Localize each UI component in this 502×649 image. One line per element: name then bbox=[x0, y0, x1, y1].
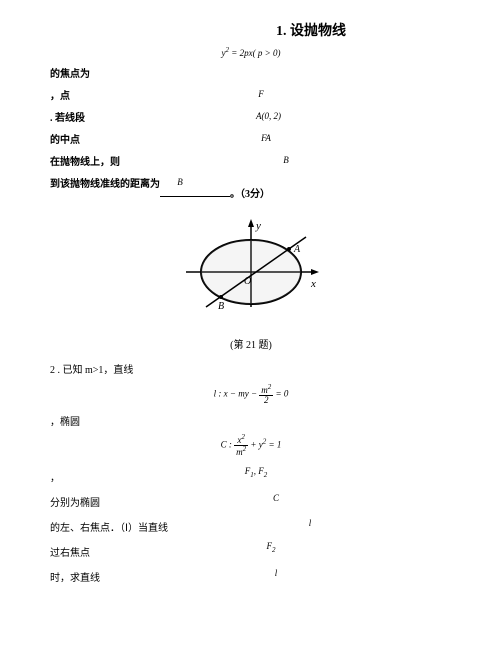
answer-blank bbox=[160, 187, 230, 197]
formula-text: y2 = 2px( p > 0) bbox=[222, 48, 281, 58]
q2-text-7: 时，求直线 bbox=[50, 569, 100, 584]
q1-text-5: 在抛物线上，则 bbox=[50, 153, 120, 168]
q1-text-2: ，点 bbox=[50, 87, 70, 102]
q2-text-1: 2 . 已知 m>1，直线 bbox=[50, 361, 452, 376]
q1-formula-F: F bbox=[70, 89, 452, 99]
q2-formula-F2: F2 bbox=[90, 541, 452, 554]
q1-text-4: 的中点 bbox=[50, 131, 80, 146]
svg-text:B: B bbox=[218, 301, 224, 312]
q1-formula-A: A(0, 2) bbox=[85, 111, 452, 121]
figure-caption: (第 21 题) bbox=[50, 336, 452, 351]
q2-formula-C: C bbox=[100, 493, 452, 503]
q1-formula-B1: B bbox=[120, 155, 452, 165]
parabola-formula: y2 = 2px( p > 0) bbox=[50, 46, 452, 58]
question-1-heading: 1. 设抛物线 bbox=[50, 20, 452, 40]
q1-text-6a: 到该抛物线准线的距离为 bbox=[50, 175, 160, 190]
q1-formula-FA: FA bbox=[80, 133, 452, 143]
q2-text-6: 过右焦点 bbox=[50, 544, 90, 559]
ellipse-svg: y x O A B bbox=[176, 217, 326, 327]
svg-text:A: A bbox=[293, 244, 301, 255]
svg-text:y: y bbox=[255, 220, 261, 232]
svg-text:x: x bbox=[310, 278, 316, 290]
q2-formula-l1: l bbox=[168, 518, 452, 528]
svg-text:O: O bbox=[244, 276, 251, 287]
q2-text-2: ，椭圆 bbox=[50, 413, 452, 428]
q2-formula-F1F2: F1, F2 bbox=[60, 466, 452, 479]
q2-text-4: 分别为椭圆 bbox=[50, 494, 100, 509]
q1-text-1: 的焦点为 bbox=[50, 65, 90, 80]
q1-text-3: . 若线段 bbox=[50, 109, 85, 124]
ellipse-formula: C : x2m2 + y2 = 1 bbox=[50, 434, 452, 457]
ellipse-figure: y x O A B (第 21 题) bbox=[50, 217, 452, 351]
q2-text-3: ， bbox=[50, 469, 60, 484]
q2-text-5: 的左、右焦点．（Ⅰ）当直线 bbox=[50, 519, 168, 534]
line-formula: l : x − my − m22 = 0 bbox=[50, 384, 452, 405]
q1-text-6b: 。（3分） bbox=[230, 185, 270, 200]
q2-formula-l2: l bbox=[100, 568, 452, 578]
q1-formula-B2: B bbox=[160, 177, 200, 187]
